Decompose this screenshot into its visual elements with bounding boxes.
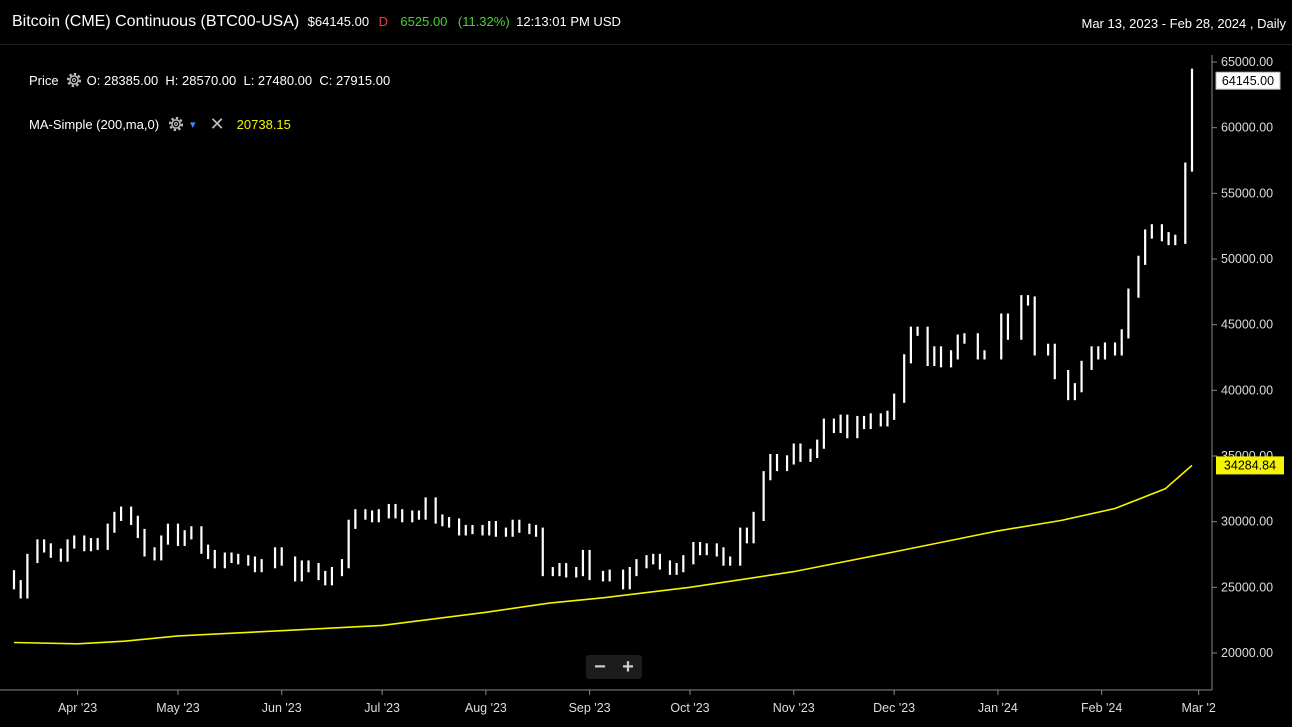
date-range[interactable]: Mar 13, 2023 - Feb 28, 2024 , Daily <box>1081 16 1286 31</box>
gear-icon[interactable] <box>167 115 185 133</box>
zoom-controls: − + <box>586 655 642 679</box>
x-tick-label: Jun '23 <box>262 701 302 715</box>
y-tick-label: 25000.00 <box>1221 580 1273 594</box>
ma-label: MA-Simple (200,ma,0) <box>29 116 160 132</box>
ma-legend: MA-Simple (200,ma,0) ▾ ✕ 20738.15 <box>29 115 291 133</box>
gear-icon[interactable] <box>65 71 83 89</box>
top-bar: Bitcoin (CME) Continuous (BTC00-USA) $64… <box>0 0 1292 45</box>
chevron-down-icon[interactable]: ▾ <box>190 118 196 131</box>
x-tick-label: Dec '23 <box>873 701 915 715</box>
y-tick-label: 20000.00 <box>1221 646 1273 660</box>
last-price-label-box <box>1215 71 1281 90</box>
ma-line <box>13 464 1193 645</box>
price-legend: Price O: 28385.00 H: 28570.00 L: 27480.0… <box>29 71 390 89</box>
ticker-header: Bitcoin (CME) Continuous (BTC00-USA) $64… <box>12 13 621 31</box>
y-tick-label: 45000.00 <box>1221 318 1273 332</box>
ma-last-label: 34284.84 <box>1224 458 1276 472</box>
x-tick-label: Sep '23 <box>569 701 611 715</box>
quote-time: 12:13:01 PM USD <box>516 14 621 29</box>
x-tick-label: Apr '23 <box>58 701 97 715</box>
price-change: 6525.00 <box>400 14 448 29</box>
last-price-label: 64145.00 <box>1222 74 1274 88</box>
x-tick-label: Oct '23 <box>670 701 709 715</box>
y-tick-label: 30000.00 <box>1221 515 1273 529</box>
y-tick-label: 40000.00 <box>1221 383 1273 397</box>
last-price: $64145.00 <box>307 14 370 29</box>
price-label: Price <box>29 72 59 88</box>
price-change-pct: (11.32%) <box>457 14 510 29</box>
y-tick-label: 60000.00 <box>1221 121 1273 135</box>
y-tick-label: 55000.00 <box>1221 186 1273 200</box>
zoom-out-button[interactable]: − <box>594 656 606 678</box>
x-tick-label: May '23 <box>156 701 199 715</box>
ma-last-label-box <box>1216 456 1284 475</box>
x-tick-label: Aug '23 <box>465 701 507 715</box>
instrument-name: Bitcoin (CME) Continuous (BTC00-USA) <box>12 13 300 30</box>
x-tick-label: Jan '24 <box>978 701 1018 715</box>
y-tick-label: 50000.00 <box>1221 252 1273 266</box>
x-tick-label: Mar '2 <box>1182 701 1216 715</box>
y-tick-label: 65000.00 <box>1221 55 1273 69</box>
x-tick-label: Feb '24 <box>1081 701 1122 715</box>
x-tick-label: Nov '23 <box>773 701 815 715</box>
x-tick-label: Jul '23 <box>364 701 400 715</box>
close-icon[interactable]: ✕ <box>209 113 225 134</box>
delayed-marker: D <box>378 14 388 29</box>
ma-value: 20738.15 <box>236 116 291 132</box>
zoom-in-button[interactable]: + <box>622 656 634 678</box>
ohlc-values: O: 28385.00 H: 28570.00 L: 27480.00 C: 2… <box>86 72 391 88</box>
